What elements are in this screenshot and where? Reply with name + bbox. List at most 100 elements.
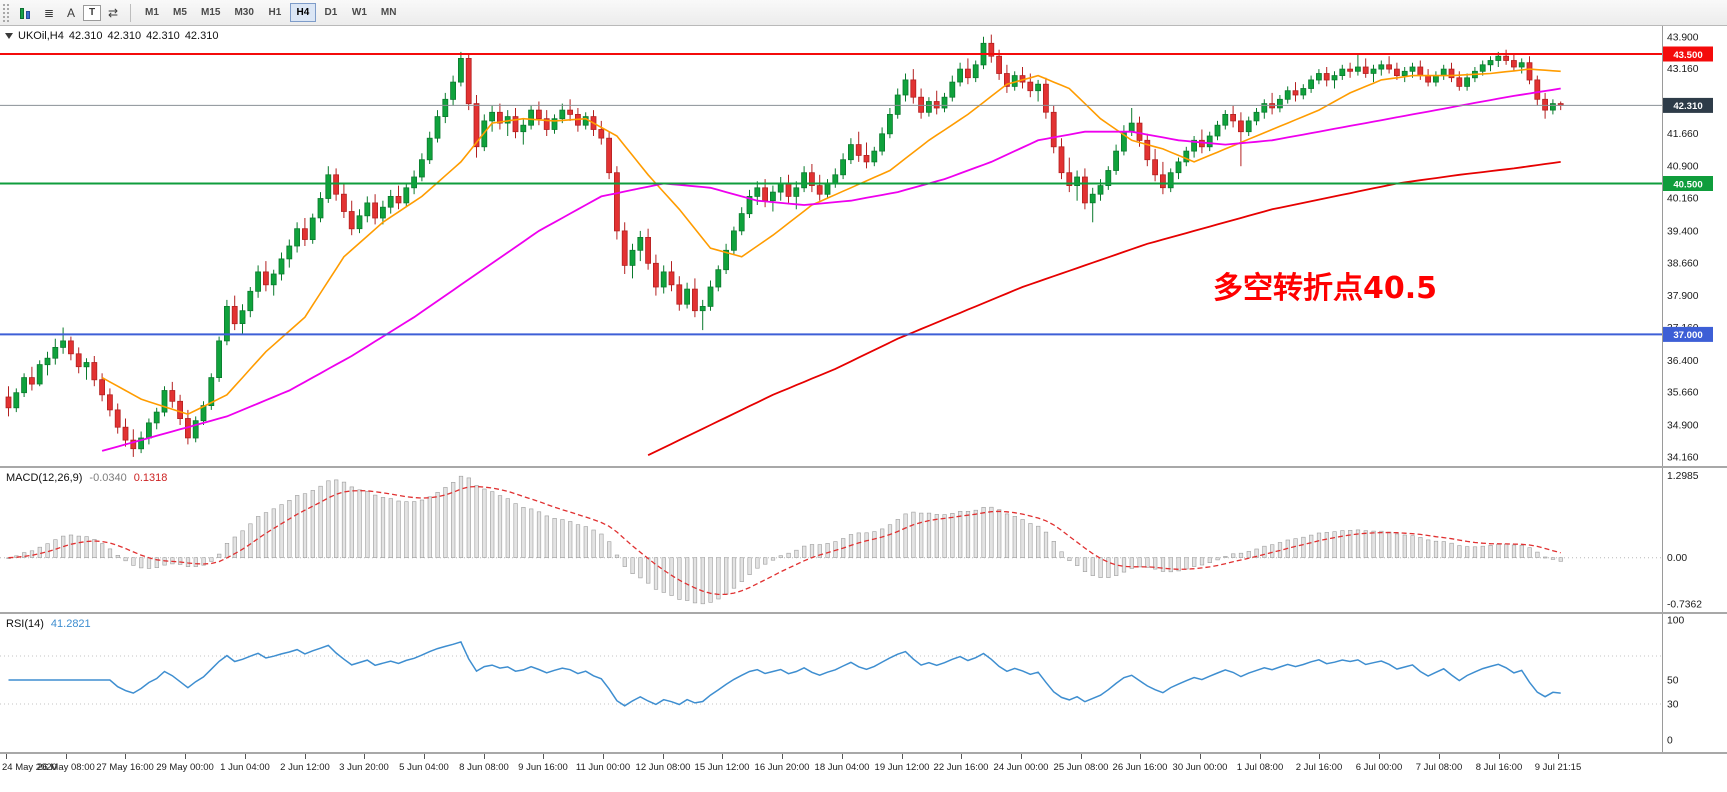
candle: [809, 164, 815, 193]
time-tick: [6, 754, 7, 759]
candle: [1058, 138, 1065, 180]
time-label: 26 Jun 16:00: [1112, 762, 1168, 773]
candle: [1448, 62, 1455, 83]
candle: [1214, 120, 1221, 141]
candle: [988, 34, 995, 63]
timeframe-button-M30[interactable]: M30: [228, 3, 259, 22]
chart-list-icon[interactable]: ≣: [43, 5, 55, 20]
candle: [879, 127, 885, 156]
time-label: 1 Jul 08:00: [1236, 762, 1284, 773]
candle: [177, 394, 184, 425]
green-bar: [20, 7, 24, 19]
candle: [1019, 67, 1026, 89]
time-label: 3 Jun 20:00: [339, 762, 389, 773]
time-tick: [842, 754, 843, 759]
time-tick: [543, 754, 544, 759]
candle: [28, 366, 35, 391]
price-badge: 43.500: [1663, 46, 1713, 62]
time-tick: [185, 754, 186, 759]
candle: [551, 114, 558, 134]
candle: [387, 189, 394, 214]
time-tick: [424, 754, 425, 759]
candle: [1043, 77, 1049, 119]
text-a-icon[interactable]: A: [66, 5, 75, 20]
time-label: 9 Jul 21:15: [1534, 762, 1582, 773]
candle: [309, 213, 316, 244]
candle: [239, 304, 246, 335]
pane-separator-rsi[interactable]: [0, 612, 1727, 614]
candle: [1487, 56, 1494, 72]
main-price-chart[interactable]: 43.900 43.160 41.660 40.900 40.160 39.400 38.6…: [0, 26, 1727, 466]
candle: [1479, 60, 1486, 76]
timeframe-button-MN[interactable]: MN: [375, 3, 403, 22]
pane-separator-timeaxis: [0, 752, 1727, 754]
candle: [1074, 170, 1080, 201]
time-tick: [364, 754, 365, 759]
candle: [1222, 110, 1229, 130]
sync-icon[interactable]: ⇄: [107, 5, 119, 20]
candle: [1097, 179, 1104, 201]
svg-text:40.500: 40.500: [1673, 179, 1702, 190]
rsi-value: 41.2821: [50, 618, 91, 630]
timeframe-button-H4[interactable]: H4: [289, 3, 316, 22]
candle: [317, 192, 324, 223]
price-axis-label: 36.400: [1667, 356, 1699, 367]
timeframe-button-W1[interactable]: W1: [346, 3, 373, 22]
candle: [348, 200, 355, 236]
time-label: 19 Jun 12:00: [874, 762, 930, 773]
time-tick: [125, 754, 126, 759]
timeframe-button-H1[interactable]: H1: [262, 3, 288, 22]
time-tick: [245, 754, 246, 759]
candle: [1308, 75, 1314, 93]
candle: [933, 90, 940, 115]
timeframe-button-M15[interactable]: M15: [195, 3, 226, 22]
svg-text:43.500: 43.500: [1673, 50, 1702, 61]
candle: [138, 431, 145, 454]
text-t-icon[interactable]: T: [83, 4, 101, 21]
chart-area[interactable]: 43.900 43.160 41.660 40.900 40.160 39.400 38.6…: [0, 26, 1727, 792]
candle: [200, 401, 207, 425]
price-axis-label: 40.160: [1667, 194, 1699, 205]
candle: [99, 373, 105, 402]
candle: [223, 299, 230, 346]
candle: [286, 239, 293, 268]
candle: [1316, 69, 1322, 85]
candle: [1331, 71, 1338, 89]
time-label: 8 Jun 08:00: [459, 762, 509, 773]
timeframe-button-M1[interactable]: M1: [139, 3, 165, 22]
time-tick: [722, 754, 723, 759]
symbol-name: UKOil,H4: [18, 30, 64, 42]
rsi-pane[interactable]: 100 50 30 0: [0, 614, 1727, 752]
candle: [1511, 54, 1517, 72]
pane-separator-macd[interactable]: [0, 466, 1727, 468]
candle: [1089, 187, 1096, 223]
time-tick: [902, 754, 903, 759]
candle: [247, 287, 254, 318]
ma-mid-magenta: [101, 87, 1561, 452]
chevron-down-icon[interactable]: [5, 33, 13, 39]
candle: [785, 174, 792, 203]
time-axis[interactable]: 24 May 2020 26 May 08:00 27 May 16:00 29 Ma…: [0, 754, 1727, 792]
candle: [13, 388, 20, 413]
candle: [1183, 146, 1190, 167]
candle: [949, 75, 956, 102]
candle: [1401, 67, 1408, 83]
time-tick: [1021, 754, 1022, 759]
candle: [1550, 99, 1556, 115]
rsi-axis-label: 50: [1667, 676, 1679, 687]
candle: [684, 282, 690, 309]
candlestick-chart-icon[interactable]: [18, 6, 34, 20]
candle: [840, 153, 846, 180]
candle: [816, 174, 823, 201]
macd-pane[interactable]: 1.2985 0.00 -0.7362: [0, 468, 1727, 612]
candle: [457, 51, 464, 87]
time-tick: [1260, 754, 1261, 759]
candle: [153, 407, 160, 430]
timeframe-button-D1[interactable]: D1: [318, 3, 344, 22]
timeframe-button-M5[interactable]: M5: [167, 3, 193, 22]
candle: [1292, 82, 1299, 102]
toolbar-grip[interactable]: [3, 3, 9, 22]
price-axis-label: 38.660: [1667, 258, 1699, 269]
candle: [1370, 64, 1377, 83]
ohlc-close: 42.310: [184, 30, 219, 42]
